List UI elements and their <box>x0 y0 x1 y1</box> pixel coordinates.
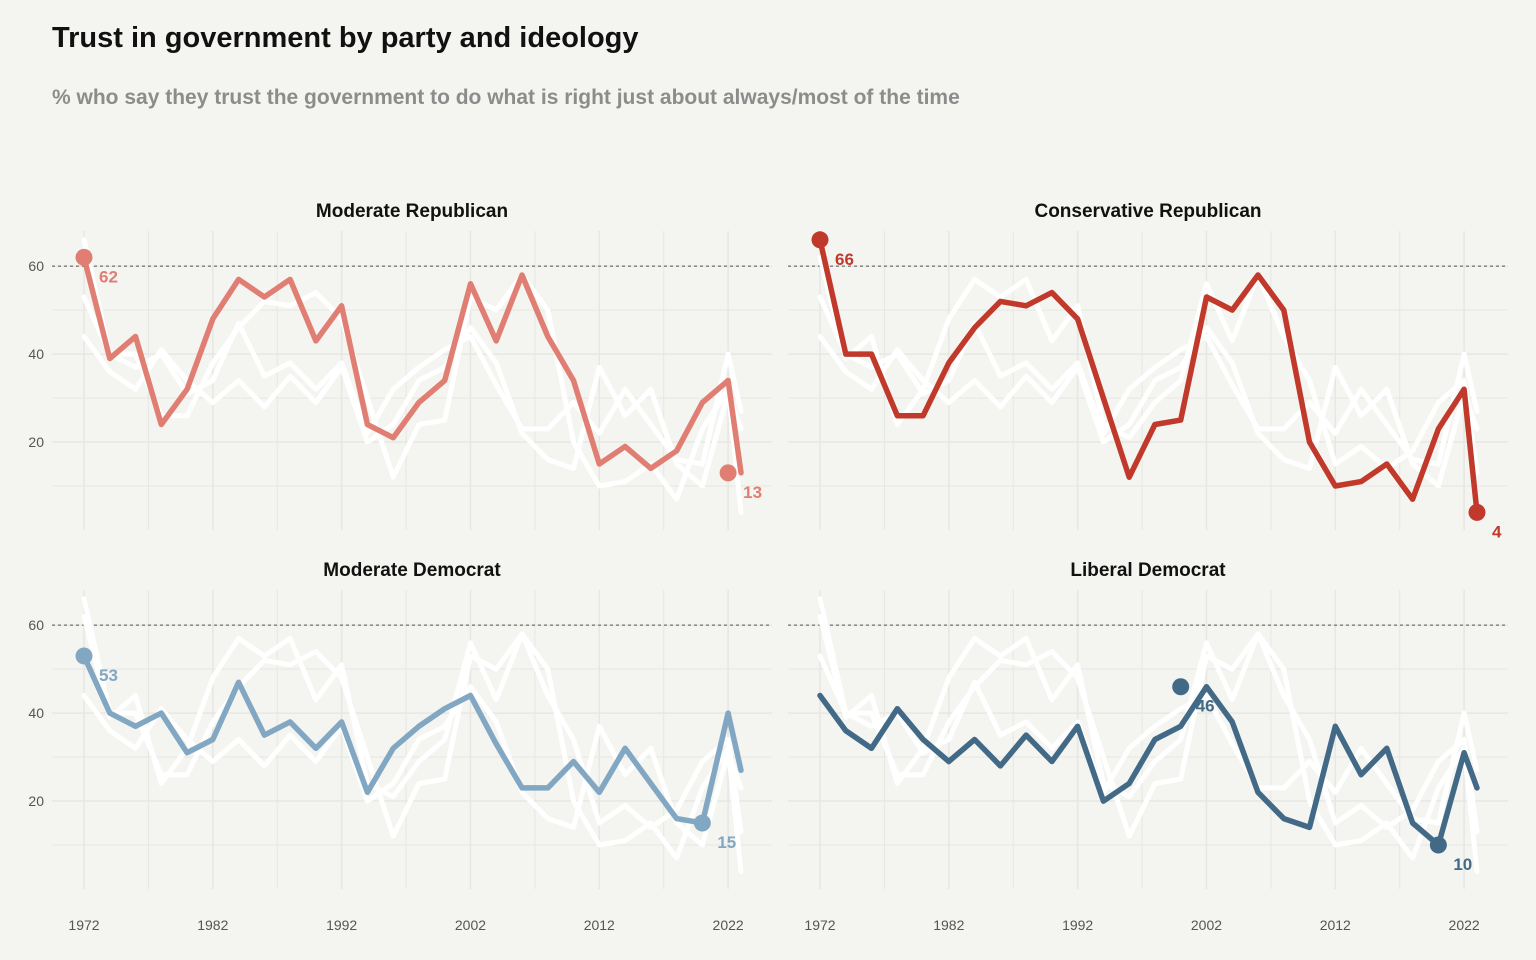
panel-conservative-republican: Conservative Republican 66 4 <box>788 201 1508 541</box>
panel-title: Moderate Democrat <box>323 560 501 581</box>
context-series-line <box>817 596 1480 874</box>
context-series-line <box>81 613 744 835</box>
x-tick-label: 1992 <box>1062 917 1093 933</box>
context-series-line <box>81 325 744 489</box>
panel-liberal-democrat: Liberal Democrat 1972 1982 1992 2002 2012 2022… <box>788 560 1508 933</box>
highlight-point <box>1172 678 1190 696</box>
series-line <box>817 237 1480 516</box>
data-label: 66 <box>835 250 854 269</box>
data-label: 13 <box>743 483 762 502</box>
data-label: 53 <box>99 666 118 685</box>
x-tick-label: 1972 <box>804 917 835 933</box>
x-tick-label: 2022 <box>713 917 744 933</box>
highlight-point <box>1429 836 1447 854</box>
panel-title: Liberal Democrat <box>1070 560 1226 581</box>
x-tick-label: 2012 <box>584 917 615 933</box>
y-tick-label: 40 <box>28 346 44 362</box>
x-tick-label: 1992 <box>326 917 357 933</box>
context-series-line <box>817 254 1480 476</box>
series-line <box>817 683 1480 848</box>
data-label: 62 <box>99 267 118 286</box>
x-tick-label: 1972 <box>68 917 99 933</box>
highlight-point <box>1468 503 1486 521</box>
x-tick-label: 1982 <box>933 917 964 933</box>
panel-title: Moderate Republican <box>316 201 508 222</box>
chart-title: Trust in government by party and ideolog… <box>52 22 639 54</box>
chart-subtitle: % who say they trust the government to d… <box>52 86 960 109</box>
data-label: 10 <box>1453 855 1472 874</box>
context-series-line <box>81 596 744 874</box>
x-tick-label: 2022 <box>1449 917 1480 933</box>
highlight-point <box>811 231 829 249</box>
series-line <box>81 254 744 476</box>
panel-title: Conservative Republican <box>1034 201 1261 222</box>
y-tick-label: 60 <box>28 617 44 633</box>
y-tick-label: 20 <box>28 793 44 809</box>
series-line <box>81 653 744 826</box>
x-tick-label: 1982 <box>197 917 228 933</box>
context-series-line <box>817 325 1480 489</box>
highlight-point <box>719 464 737 482</box>
x-tick-label: 2002 <box>1191 917 1222 933</box>
highlight-point <box>75 647 93 665</box>
y-tick-label: 60 <box>28 258 44 274</box>
x-tick-label: 2012 <box>1320 917 1351 933</box>
data-label: 4 <box>1492 522 1502 541</box>
context-series-line <box>817 613 1480 835</box>
x-tick-label: 2002 <box>455 917 486 933</box>
data-label: 46 <box>1196 697 1215 716</box>
highlight-point <box>693 814 711 832</box>
context-series-line <box>81 237 744 515</box>
y-tick-label: 20 <box>28 434 44 450</box>
panels-container: Moderate Republican 20 40 60 62 13 Conservativ… <box>28 201 1508 933</box>
panel-moderate-republican: Moderate Republican 20 40 60 62 13 <box>28 201 772 530</box>
y-tick-label: 40 <box>28 705 44 721</box>
data-label: 15 <box>717 833 736 852</box>
highlight-point <box>75 248 93 266</box>
panel-moderate-democrat: Moderate Democrat 20 40 60 1972 1982 1992 2002 2… <box>28 560 772 933</box>
